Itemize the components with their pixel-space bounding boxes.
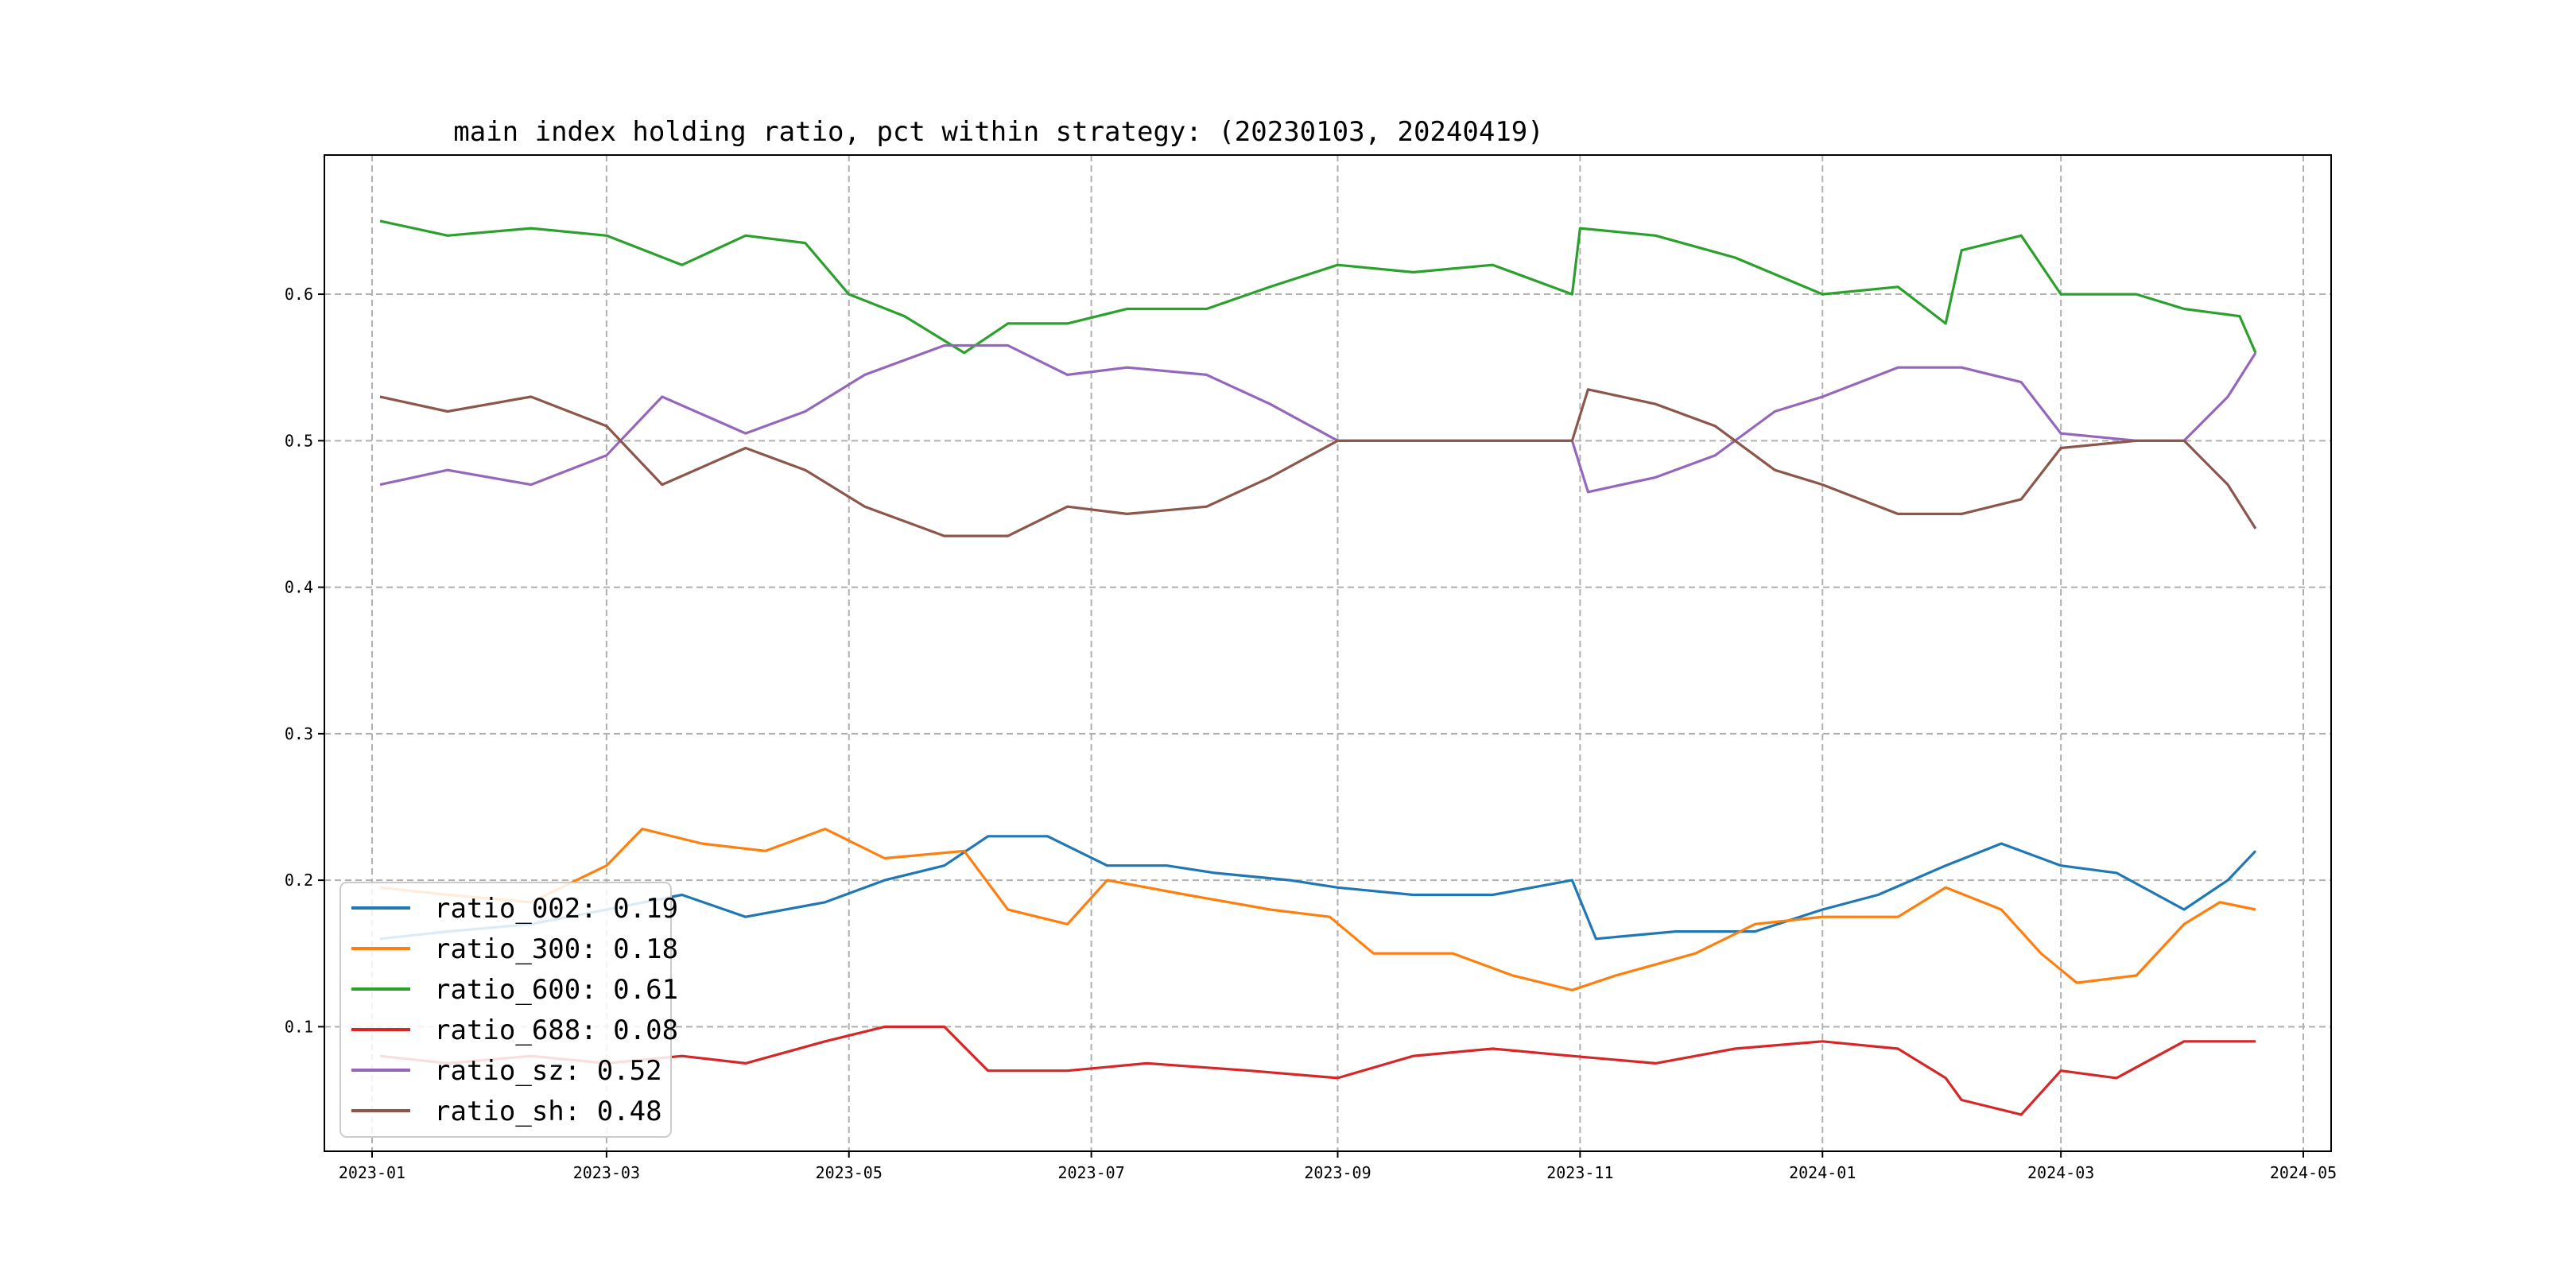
- x-tick-label: 2023-05: [816, 1163, 883, 1182]
- y-tick-label: 0.1: [285, 1017, 313, 1036]
- y-tick-label: 0.5: [285, 431, 313, 450]
- legend: ratio_002: 0.19 ratio_300: 0.18 ratio_600:…: [339, 882, 678, 1138]
- x-tick-label: 2023-09: [1304, 1163, 1371, 1182]
- legend-label-ratio-688: ratio_688: 0.08: [434, 1014, 678, 1046]
- x-tick-label: 2024-03: [2027, 1163, 2094, 1182]
- x-tick-label: 2023-01: [339, 1163, 405, 1182]
- y-tick-label: 0.2: [285, 871, 313, 890]
- x-axis: 2023-01 2023-03 2023-05 2023-07 2023-09 2023-…: [339, 1151, 2337, 1182]
- y-tick-label: 0.6: [285, 285, 313, 304]
- x-tick-label: 2023-07: [1057, 1163, 1124, 1182]
- x-tick-label: 2024-05: [2270, 1163, 2337, 1182]
- series-line-ratio-300: [379, 827, 2256, 991]
- series-line-ratio-sz: [379, 343, 2257, 494]
- plot-area-frame: [324, 154, 2332, 1152]
- series-line-ratio-002: [379, 835, 2257, 941]
- legend-label-ratio-002: ratio_002: 0.19: [434, 893, 678, 925]
- series-line-ratio-600: [379, 219, 2257, 355]
- legend-label-ratio-sh: ratio_sh: 0.48: [434, 1096, 662, 1127]
- y-tick-label: 0.3: [285, 724, 313, 743]
- series-lines: [379, 219, 2257, 1116]
- legend-label-ratio-300: ratio_300: 0.18: [434, 933, 678, 965]
- chart-title: main index holding ratio, pct within str…: [453, 116, 1543, 148]
- y-tick-label: 0.4: [285, 578, 313, 597]
- legend-box: [339, 882, 672, 1138]
- grid: [324, 155, 2331, 1151]
- x-tick-label: 2023-03: [573, 1163, 640, 1182]
- series-line-ratio-sh: [379, 388, 2257, 537]
- y-axis: 0.1 0.2 0.3 0.4 0.5 0.6: [285, 285, 324, 1036]
- legend-label-ratio-600: ratio_600: 0.61: [434, 974, 678, 1006]
- x-tick-label: 2023-11: [1546, 1163, 1613, 1182]
- legend-label-ratio-sz: ratio_sz: 0.52: [434, 1055, 662, 1087]
- series-line-ratio-688: [379, 1025, 2256, 1116]
- x-tick-label: 2024-01: [1789, 1163, 1856, 1182]
